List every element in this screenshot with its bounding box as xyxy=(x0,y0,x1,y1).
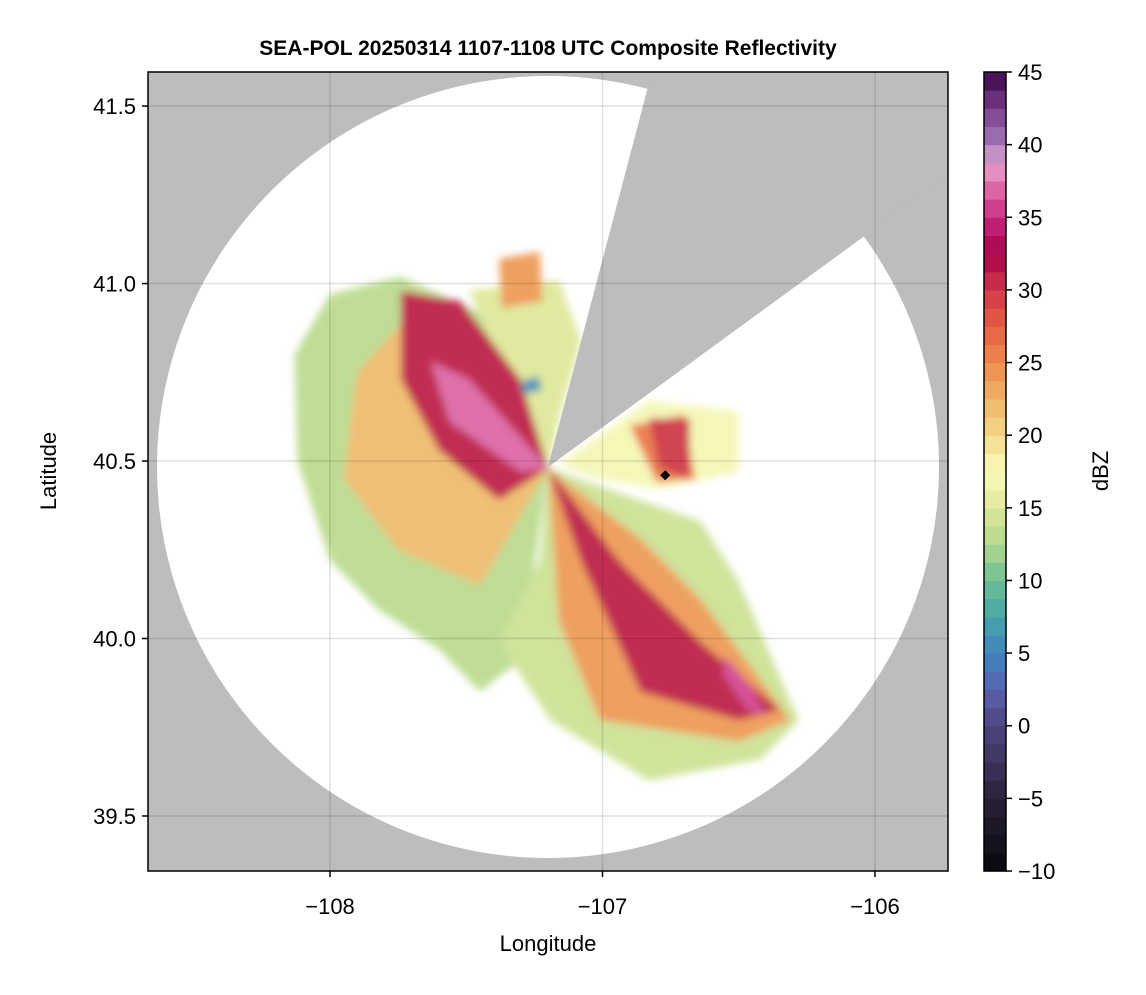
colorbar-bin xyxy=(984,689,1006,709)
colorbar-tick-label: −5 xyxy=(1018,786,1043,811)
colorbar-bin xyxy=(984,126,1006,146)
colorbar-bin xyxy=(984,743,1006,763)
echo-layer xyxy=(294,251,799,781)
colorbar-bin xyxy=(984,162,1006,182)
colorbar-bin xyxy=(984,453,1006,473)
echo-region xyxy=(520,375,543,394)
colorbar-bin xyxy=(984,253,1006,273)
colorbar-bin xyxy=(984,525,1006,545)
colorbar-tick-label: 10 xyxy=(1018,568,1042,593)
echo-region xyxy=(469,280,581,469)
colorbar-tick-label: 30 xyxy=(1018,278,1042,303)
x-tick-label: −107 xyxy=(578,894,628,919)
y-tick-label: 41.5 xyxy=(93,94,136,119)
colorbar-frame xyxy=(983,71,1007,872)
colorbar-bin xyxy=(984,289,1006,309)
colorbar-bin xyxy=(984,435,1006,454)
colorbar-bin xyxy=(984,671,1006,691)
colorbar-bin xyxy=(984,90,1006,109)
y-tick-label: 39.5 xyxy=(93,804,136,829)
colorbar-tick-label: 40 xyxy=(1018,133,1042,158)
colorbar-bin xyxy=(984,834,1006,854)
colorbar-tick-label: 35 xyxy=(1018,205,1042,230)
y-tick-label: 40.0 xyxy=(93,627,136,652)
colorbar-tick-label: 45 xyxy=(1018,60,1042,85)
colorbar-bin xyxy=(984,380,1006,400)
plot-frame xyxy=(147,71,949,872)
colorbar-bin xyxy=(984,217,1006,237)
colorbar-bin xyxy=(984,326,1006,345)
colorbar-bin xyxy=(984,471,1006,491)
x-tick-label: −106 xyxy=(850,894,900,919)
colorbar-bin xyxy=(984,144,1006,164)
colorbar-bin xyxy=(984,235,1006,255)
marker-layer xyxy=(660,470,671,481)
colorbar-bin xyxy=(984,507,1006,527)
colorbar-bin xyxy=(984,653,1006,672)
colorbar-tick-label: 0 xyxy=(1018,714,1030,739)
colorbar-bin xyxy=(984,852,1006,872)
x-axis: −108 −107 −106 xyxy=(305,871,900,919)
grid-lines xyxy=(148,72,948,871)
colorbar-bin xyxy=(984,344,1006,364)
colorbar-bin xyxy=(984,199,1006,218)
colorbar-bin xyxy=(984,417,1006,436)
echo-region xyxy=(548,468,780,721)
y-tick-label: 40.5 xyxy=(93,449,136,474)
colorbar-bin xyxy=(984,634,1006,654)
colorbar-bin xyxy=(984,780,1006,799)
chart-title: SEA-POL 20250314 1107-1108 UTC Composite… xyxy=(259,37,837,60)
blocked-sector-edge xyxy=(548,72,948,467)
x-tick-label: −108 xyxy=(305,894,355,919)
colorbar-bin xyxy=(984,489,1006,509)
colorbar-bin xyxy=(984,544,1006,563)
colorbar-tick-label: −10 xyxy=(1018,859,1055,884)
colorbar-tick-label: 15 xyxy=(1018,496,1042,521)
echo-region xyxy=(648,418,690,479)
colorbar-label: dBZ xyxy=(1088,451,1113,491)
colorbar-bin xyxy=(984,108,1006,128)
colorbar-bin xyxy=(984,816,1006,836)
colorbar-bin xyxy=(984,271,1006,291)
echo-region xyxy=(499,251,543,309)
colorbar-tick-label: 20 xyxy=(1018,423,1042,448)
diamond-marker xyxy=(660,470,671,481)
colorbar-bin xyxy=(984,72,1006,91)
colorbar-tick-label: 25 xyxy=(1018,351,1042,376)
x-axis-label: Longitude xyxy=(500,931,597,956)
y-tick-label: 41.0 xyxy=(93,272,136,297)
colorbar-bin xyxy=(984,398,1006,418)
colorbar-bin xyxy=(984,798,1006,818)
colorbar-bin xyxy=(984,580,1006,600)
colorbar-bin xyxy=(984,616,1006,636)
echo-region xyxy=(430,361,548,472)
colorbar-bin xyxy=(984,762,1006,781)
colorbar-bin xyxy=(984,180,1006,200)
colorbar-bin xyxy=(984,725,1006,745)
colorbar-bin xyxy=(984,707,1006,727)
y-axis-label: Latitude xyxy=(36,432,61,510)
y-axis: 39.5 40.0 40.5 41.0 41.5 xyxy=(93,94,148,829)
colorbar-bin xyxy=(984,562,1006,582)
echo-region xyxy=(722,656,766,717)
colorbar-bin xyxy=(984,362,1006,382)
colorbar-bin xyxy=(984,308,1006,327)
colorbar-bin xyxy=(984,598,1006,618)
colorbar: −10 −5 0 5 10 15 20 25 30 35 40 45 xyxy=(983,60,1055,884)
colorbar-tick-label: 5 xyxy=(1018,641,1030,666)
